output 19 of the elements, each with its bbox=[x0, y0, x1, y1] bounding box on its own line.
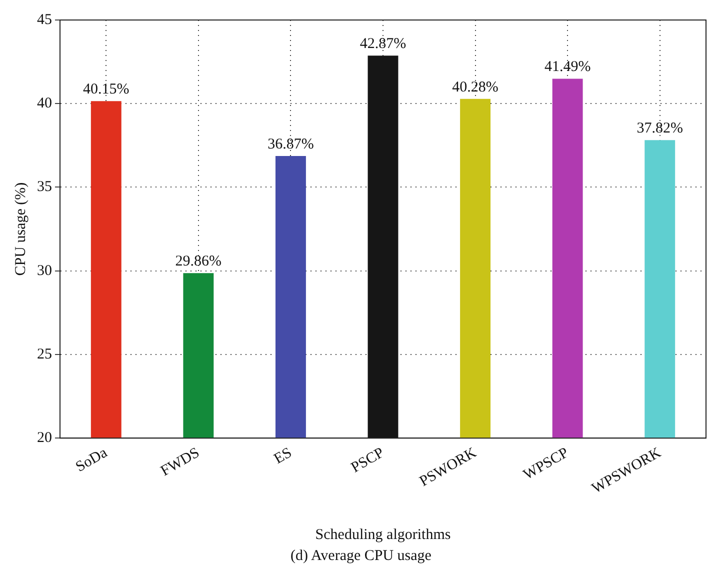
y-axis-title: CPU usage (%) bbox=[12, 182, 29, 276]
x-tick-label: SoDa bbox=[73, 444, 110, 476]
y-tick-label: 35 bbox=[37, 179, 52, 196]
x-tick-label: PSCP bbox=[348, 444, 387, 476]
data-label: 42.87% bbox=[360, 36, 406, 52]
y-tick-label: 25 bbox=[37, 346, 52, 362]
text: (d) Average CPU usage bbox=[290, 548, 432, 565]
y-tick-label: 30 bbox=[37, 262, 52, 279]
data-label: 40.28% bbox=[452, 79, 498, 96]
data-label: 40.15% bbox=[83, 82, 130, 98]
y-tick-label: 40 bbox=[37, 96, 52, 112]
x-tick-label: ES bbox=[272, 444, 295, 468]
data-label: 41.49% bbox=[544, 59, 591, 76]
data-label: 37.82% bbox=[636, 120, 683, 137]
data-label: 29.86% bbox=[175, 254, 222, 270]
data-label: 36.87% bbox=[268, 136, 314, 152]
x-axis-title: Scheduling algorithms bbox=[315, 526, 451, 543]
y-tick-label: 45 bbox=[37, 12, 52, 28]
y-tick-label: 20 bbox=[37, 430, 52, 446]
